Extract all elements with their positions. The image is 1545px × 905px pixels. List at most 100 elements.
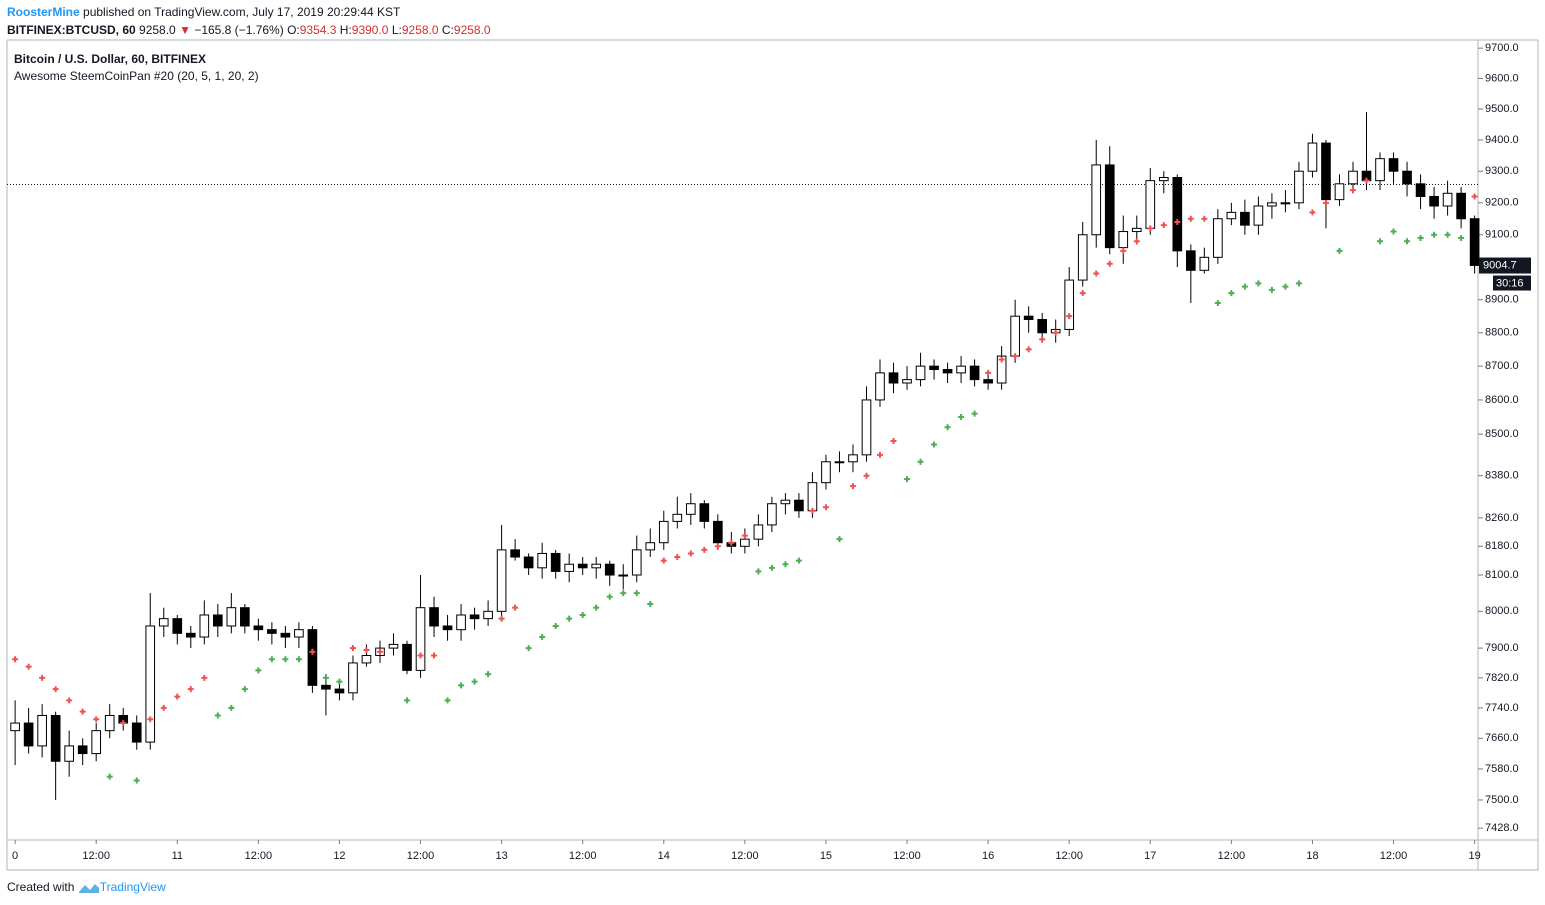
indicator-cross [12,656,19,663]
candle-body [1388,158,1399,172]
indicator-cross [1228,290,1235,297]
candle-body [631,549,642,576]
y-tick-label: 8380.0 [1485,470,1519,482]
candle-body [807,482,818,512]
candle-body [794,499,804,512]
indicator-cross [1066,313,1073,320]
indicator-cross [1336,247,1343,254]
indicator-cross [336,678,343,685]
indicator-cross [93,716,100,723]
indicator-cross [485,671,492,678]
candle-body [77,745,88,755]
indicator-cross [79,708,86,715]
y-tick-label: 8700.0 [1485,360,1519,372]
indicator-cross [809,507,816,514]
y-tick-label: 8180.0 [1485,540,1519,552]
y-tick-label: 9200.0 [1485,197,1519,209]
candle-body [348,662,358,694]
x-tick-label: 12 [333,850,345,862]
candle-body [456,614,466,631]
indicator-cross [1390,228,1397,235]
candle-body [1456,192,1466,220]
candle-body [1415,183,1426,197]
candle-body [1077,234,1088,281]
candle-body [564,563,575,572]
y-tick-label: 9400.0 [1485,134,1519,146]
indicator-cross [1012,353,1019,360]
ohlc-label: O: [287,23,300,37]
brand[interactable]: TradingView [99,880,166,894]
indicator-cross [714,543,721,550]
candle-body [321,684,331,690]
indicator-cross [417,652,424,659]
candle-body [294,629,304,638]
candle-body [1267,202,1277,207]
candle-body [1104,164,1115,249]
x-tick-label: 15 [820,850,832,862]
candle-body [1429,195,1439,207]
indicator-cross [1268,286,1275,293]
indicator-cross [931,441,938,448]
indicator-cross [1025,346,1032,353]
indicator-cross [1187,215,1194,222]
indicator-cross [376,648,383,655]
indicator-cross [1147,225,1154,232]
indicator-cross [52,686,59,693]
y-tick-label: 7428.0 [1485,822,1519,834]
x-tick-label: 16 [982,850,994,862]
y-tick-label: 8000.0 [1485,605,1519,617]
indicator-cross [1377,238,1384,245]
x-tick-label: 17 [1144,850,1156,862]
indicator-cross [944,424,951,431]
candle-body [1280,202,1291,205]
x-tick-label: 14 [658,850,670,862]
candle-body [1037,318,1047,334]
symbol-line: BITFINEX:BTCUSD, 60 9258.0 ▼ −165.8 (−1.… [7,23,491,37]
candle-body [996,355,1007,384]
candle-body [1253,205,1264,226]
x-tick-label: 12:00 [407,850,435,862]
candle-body [253,625,264,631]
candle-body [1131,227,1142,233]
x-tick-label: 12:00 [731,850,759,862]
indicator-cross [147,716,154,723]
symbol: BITFINEX:BTCUSD, 60 [7,23,136,37]
candle-body [1226,211,1237,220]
candle-body [1469,218,1480,266]
indicator-cross [971,410,978,417]
author[interactable]: RoosterMine [7,5,80,19]
candle-body [740,538,750,547]
indicator-cross [214,712,221,719]
indicator-cross [1241,283,1248,290]
indicator-cross [660,557,667,564]
ohlc-value: 9354.3 [299,23,337,37]
indicator-cross [904,476,911,483]
candle-body [834,461,845,464]
chart-title: Bitcoin / U.S. Dollar, 60, BITFINEX [14,52,206,66]
candle-body [1402,170,1412,185]
candle-body [672,513,683,522]
candle-body [956,365,966,374]
indicator-cross [255,667,262,674]
indicator-cross [349,645,356,652]
candle-body [658,520,669,544]
indicator-cross [1471,193,1478,200]
indicator-cross [728,539,735,546]
indicator-cross [674,554,681,561]
indicator-cross [241,686,248,693]
candle-body [226,607,237,627]
candle-body [767,503,777,526]
candle-body [496,549,507,612]
candle-body [158,618,169,627]
indicator-cross [687,550,694,557]
x-tick-label: 19 [1468,850,1480,862]
candle-body [1334,183,1345,201]
indicator-cross [998,356,1005,363]
candle-body [591,563,602,569]
candle-body [699,503,710,522]
indicator-cross [498,615,505,622]
x-tick-label: 13 [495,850,507,862]
x-tick-label: 11 [172,850,183,862]
candle-body [1023,315,1034,320]
indicator-cross [566,615,573,622]
